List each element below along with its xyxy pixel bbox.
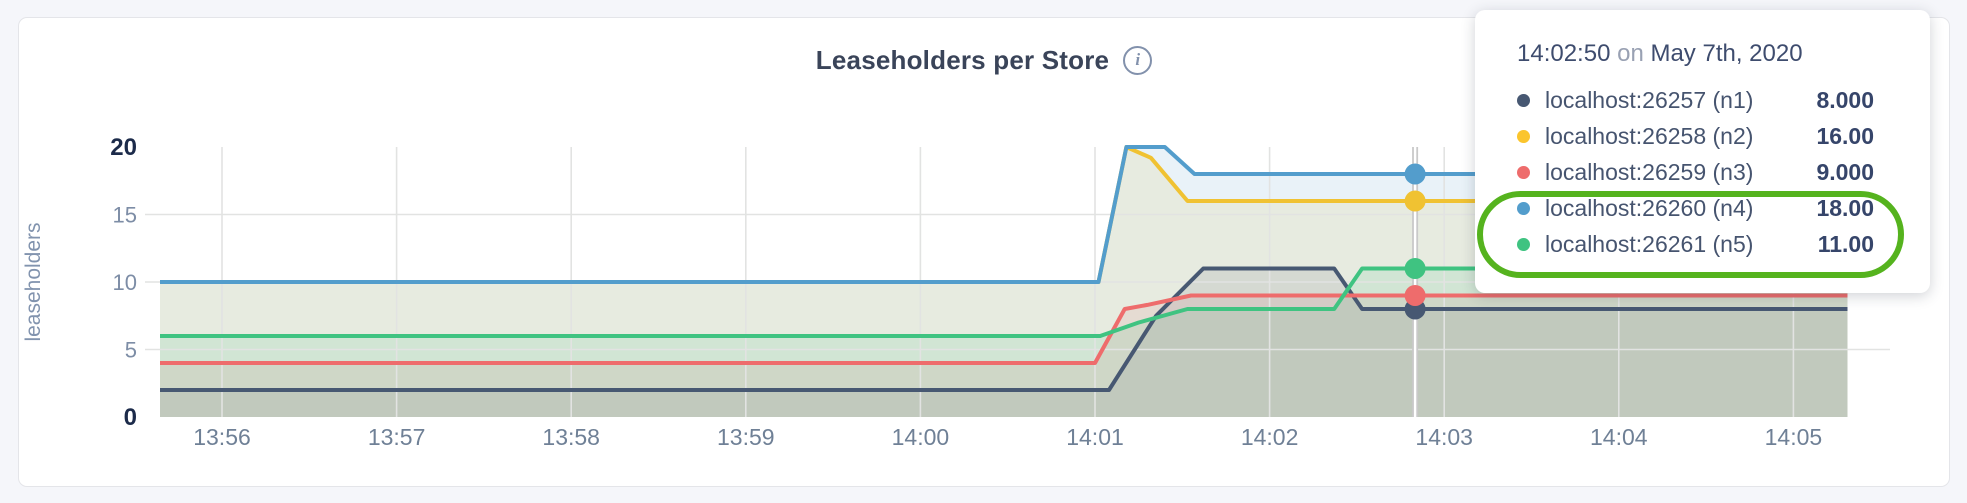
tooltip-timestamp: 14:02:50 on May 7th, 2020 <box>1517 40 1874 76</box>
x-tick-label: 14:02 <box>1241 424 1299 450</box>
x-tick-label: 13:58 <box>542 424 600 450</box>
y-tick-label: 0 <box>124 404 137 431</box>
series-line-n4 <box>160 145 1848 284</box>
series-color-dot-icon <box>1517 237 1530 251</box>
series-color-dot-icon <box>1517 165 1530 179</box>
series-color-dot-icon <box>1517 129 1530 143</box>
series-fill-n5 <box>160 268 1848 417</box>
tooltip-series-value: 8.000 <box>1816 86 1874 113</box>
y-tick-label: 15 <box>113 203 137 228</box>
tooltip-row: localhost:26257 (n1) 8.000 <box>1517 82 1874 118</box>
hover-dot-n2 <box>1404 190 1426 212</box>
tooltip-series-label: localhost:26261 (n5) <box>1545 230 1754 257</box>
x-tick-label: 13:59 <box>717 424 775 450</box>
hover-dot-n5 <box>1404 258 1426 279</box>
x-tick-label: 13:57 <box>368 424 426 450</box>
y-axis-title: leaseholders <box>22 222 45 341</box>
tooltip-row: localhost:26259 (n3) 9.000 <box>1517 154 1874 190</box>
tooltip-row: localhost:26260 (n4) 18.00 <box>1517 190 1874 226</box>
tooltip-series-value: 18.00 <box>1816 194 1874 221</box>
tooltip-time: 14:02:50 <box>1517 40 1611 67</box>
hover-tooltip: 14:02:50 on May 7th, 2020 localhost:2625… <box>1475 10 1930 293</box>
series-color-dot-icon <box>1517 201 1530 215</box>
series-fill-n3 <box>160 295 1848 417</box>
tooltip-series-label: localhost:26258 (n2) <box>1545 122 1754 149</box>
hover-dot-n3 <box>1404 285 1426 306</box>
series-line-n5 <box>160 266 1848 338</box>
hover-dot-n4 <box>1404 163 1426 185</box>
x-tick-label: 14:01 <box>1066 424 1124 450</box>
tooltip-row: localhost:26258 (n2) 16.00 <box>1517 118 1874 154</box>
series-color-dot-icon <box>1517 93 1530 107</box>
tooltip-series-label: localhost:26259 (n3) <box>1545 158 1754 185</box>
x-tick-label: 14:04 <box>1590 424 1648 450</box>
series-fill-n1 <box>160 268 1848 417</box>
tooltip-date: May 7th, 2020 <box>1650 40 1803 67</box>
tooltip-on-word: on <box>1617 40 1644 67</box>
y-tick-label: 20 <box>110 134 137 161</box>
series-line-n3 <box>160 293 1848 365</box>
tooltip-series-label: localhost:26260 (n4) <box>1545 194 1754 221</box>
y-tick-label: 10 <box>113 270 137 295</box>
tooltip-row: localhost:26261 (n5) 11.00 <box>1517 226 1874 262</box>
x-tick-label: 14:05 <box>1765 424 1823 450</box>
y-tick-label: 5 <box>125 338 137 363</box>
series-line-n1 <box>160 266 1848 392</box>
tooltip-series-value: 9.000 <box>1816 158 1874 185</box>
tooltip-series-value: 16.00 <box>1816 122 1874 149</box>
info-icon[interactable]: i <box>1123 45 1153 75</box>
x-tick-label: 13:56 <box>193 424 251 450</box>
x-tick-label: 14:03 <box>1415 424 1473 450</box>
tooltip-rows: localhost:26257 (n1) 8.000 localhost:262… <box>1517 82 1874 262</box>
tooltip-series-value: 11.00 <box>1817 230 1874 257</box>
x-tick-label: 14:00 <box>892 424 950 450</box>
tooltip-series-label: localhost:26257 (n1) <box>1545 86 1754 113</box>
